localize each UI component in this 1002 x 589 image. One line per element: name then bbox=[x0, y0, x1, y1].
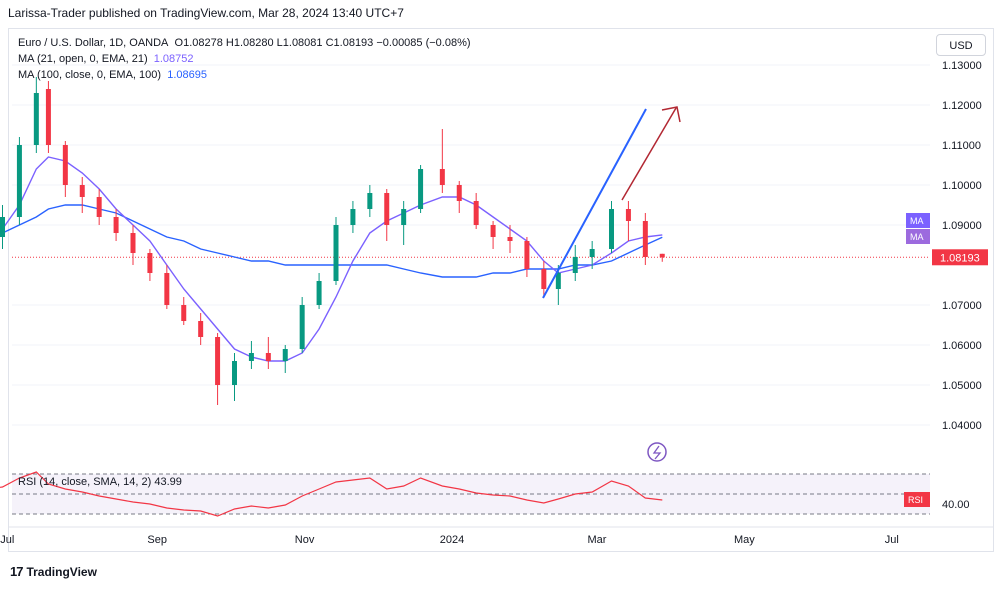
time-tick-label: 2024 bbox=[440, 534, 464, 546]
tradingview-brand[interactable]: 17 TradingView bbox=[10, 564, 97, 579]
ma21-legend[interactable]: MA (21, open, 0, EMA, 21) 1.08752 bbox=[18, 52, 194, 66]
brand-name: TradingView bbox=[26, 565, 97, 579]
candle-body bbox=[541, 269, 547, 289]
forecast-arrow-head bbox=[661, 106, 681, 123]
candle-body bbox=[589, 249, 595, 257]
rsi-legend: RSI (14, close, SMA, 14, 2) 43.99 bbox=[18, 476, 182, 488]
rsi-line bbox=[0, 471, 663, 517]
candle-body bbox=[333, 225, 339, 281]
ma100-legend[interactable]: MA (100, close, 0, EMA, 100) 1.08695 bbox=[18, 68, 207, 82]
candle-body bbox=[418, 169, 424, 209]
trend-line bbox=[542, 108, 647, 299]
candle-body bbox=[642, 221, 648, 257]
candle-body bbox=[164, 273, 170, 305]
candle-body bbox=[198, 321, 204, 337]
publish-line: Larissa-Trader published on TradingView.… bbox=[8, 6, 404, 20]
time-tick-label: May bbox=[734, 534, 755, 546]
tradingview-logo-icon: 17 bbox=[10, 564, 24, 579]
ma100-badge bbox=[906, 229, 930, 244]
candle-body bbox=[147, 253, 153, 273]
candle-body bbox=[62, 145, 68, 185]
candles-layer bbox=[0, 77, 665, 405]
rsi-axis-tick: 40.00 bbox=[942, 499, 970, 511]
time-tick-label: Nov bbox=[295, 534, 315, 546]
ma100-line bbox=[0, 204, 663, 278]
current-price-badge bbox=[932, 249, 988, 266]
rsi-pane[interactable]: RSI (14, close, SMA, 14, 2) 43.99 40.00 RS… bbox=[0, 471, 970, 517]
candle-body bbox=[350, 209, 356, 225]
rsi-badge-label: RSI bbox=[908, 495, 923, 505]
candle-body bbox=[473, 201, 479, 225]
candle-body bbox=[113, 217, 119, 233]
ma21-line bbox=[0, 156, 663, 362]
ma21-value: 1.08752 bbox=[153, 53, 194, 65]
candle-body bbox=[490, 225, 496, 237]
ma21-badge-label: MA bbox=[910, 216, 924, 226]
price-tick-label: 1.07000 bbox=[942, 300, 982, 312]
candle-body bbox=[96, 197, 102, 217]
candle-body bbox=[507, 237, 513, 241]
candle-body bbox=[572, 257, 578, 273]
candle-body bbox=[384, 193, 390, 225]
price-tick-label: 1.10000 bbox=[942, 180, 982, 192]
candle-body bbox=[282, 349, 288, 361]
ma21-label: MA (21, open, 0, EMA, 21) bbox=[18, 53, 148, 65]
time-tick-label: Jul bbox=[885, 534, 899, 546]
candle-body bbox=[524, 241, 530, 269]
candle-body bbox=[181, 305, 187, 321]
candle-body bbox=[248, 353, 254, 361]
candle-body bbox=[79, 185, 85, 197]
currency-button[interactable]: USD bbox=[936, 34, 986, 56]
candle-body bbox=[367, 193, 373, 209]
ma100-layer bbox=[0, 204, 663, 278]
candle-body bbox=[33, 93, 39, 145]
candle-body bbox=[0, 217, 5, 237]
ohlc-values: O1.08278 H1.08280 L1.08081 C1.08193 −0.0… bbox=[174, 37, 471, 49]
price-tick-label: 1.04000 bbox=[942, 420, 982, 432]
price-tick-label: 1.05000 bbox=[942, 380, 982, 392]
price-grid bbox=[12, 64, 930, 426]
price-tick-label: 1.13000 bbox=[942, 60, 982, 72]
ma100-label: MA (100, close, 0, EMA, 100) bbox=[18, 69, 162, 81]
ma21-layer bbox=[0, 156, 663, 362]
current-price-label: 1.08193 bbox=[940, 252, 980, 264]
price-tick-label: 1.06000 bbox=[942, 340, 982, 352]
candle-body bbox=[316, 281, 322, 305]
rsi-badge bbox=[904, 492, 930, 507]
candle-body bbox=[299, 305, 305, 349]
candle-body bbox=[130, 233, 136, 253]
candle-body bbox=[659, 253, 665, 258]
candle-body bbox=[456, 185, 462, 201]
candle-body bbox=[609, 209, 614, 249]
candle-body bbox=[16, 145, 22, 217]
candle-body bbox=[439, 169, 445, 185]
chart-frame[interactable] bbox=[8, 28, 994, 552]
symbol-legend[interactable]: Euro / U.S. Dollar, 1D, OANDA O1.08278 H… bbox=[18, 36, 471, 50]
time-tick-label: Mar bbox=[588, 534, 607, 546]
price-tick-label: 1.09000 bbox=[942, 220, 982, 232]
price-tick-label: 1.11000 bbox=[942, 140, 981, 152]
forecast-arrow-line bbox=[621, 107, 677, 201]
flash-bolt-icon bbox=[652, 445, 662, 460]
ma100-value: 1.08695 bbox=[167, 69, 207, 81]
candle-body bbox=[401, 209, 407, 225]
candle-body bbox=[215, 337, 221, 385]
candle-body bbox=[265, 353, 271, 361]
ma100-badge-label: MA bbox=[910, 232, 924, 242]
candle-body bbox=[555, 273, 561, 289]
event-flash-icon bbox=[647, 442, 667, 462]
candle-body bbox=[232, 361, 237, 385]
candle-body bbox=[45, 89, 51, 145]
price-tick-label: 1.12000 bbox=[942, 100, 982, 112]
price-axis[interactable]: 1.13000 1.12000 1.11000 1.10000 1.09000 1.070… bbox=[906, 60, 988, 432]
time-tick-label: Jul bbox=[0, 534, 14, 546]
symbol-title: Euro / U.S. Dollar, 1D, OANDA bbox=[18, 37, 169, 49]
ma21-badge bbox=[906, 213, 930, 228]
time-tick-label: Sep bbox=[147, 534, 167, 546]
time-axis[interactable]: Jul Sep Nov 2024 Mar May Jul bbox=[0, 526, 994, 546]
candle-body bbox=[625, 209, 631, 221]
drawings-layer[interactable] bbox=[542, 106, 681, 462]
